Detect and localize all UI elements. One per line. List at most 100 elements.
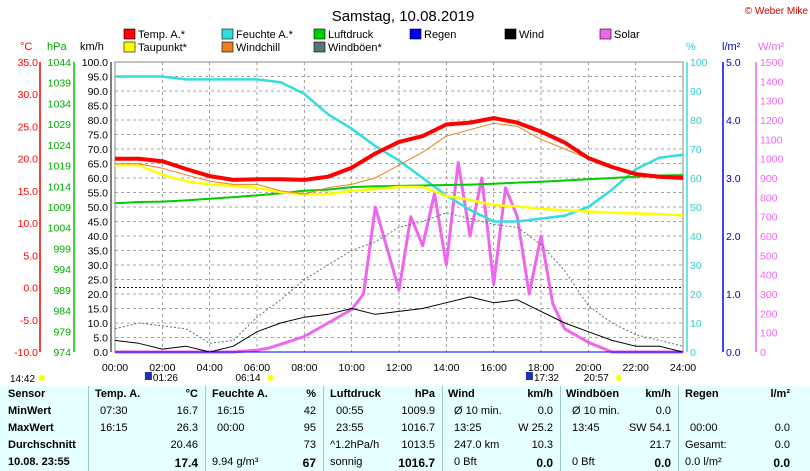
solar-tick-12: 300	[760, 289, 778, 301]
chart-legend: Temp. A.* Feuchte A.* Luftdruck Regen Wind So…	[123, 28, 640, 54]
max-regen-time: 00:00	[690, 422, 718, 434]
sunset-label: 20:57	[584, 373, 609, 384]
avg-regen-label: Gesamt:	[685, 439, 727, 451]
max-temp-time: 16:15	[100, 422, 128, 434]
solar-tick-1: 1400	[760, 76, 784, 88]
x-tick-8: 16:00	[481, 362, 507, 374]
cur-wind-bft: 0 Bft	[454, 456, 477, 468]
stats-min-row: MinWert 07:30 16.7 16:15 42 00:55 1009.9…	[0, 403, 810, 420]
kmh-tick-13: 35.0	[88, 246, 109, 258]
temp-tick-2: 25.0	[18, 121, 39, 133]
header-regen: Regen	[685, 388, 719, 400]
hpa-tick-2: 1034	[48, 98, 72, 110]
header-temp-unit: °C	[185, 388, 198, 400]
kmh-tick-7: 65.0	[88, 159, 109, 171]
avg-boeen-val: 21.7	[649, 439, 671, 451]
pct-tick-5: 50	[690, 202, 702, 214]
x-tick-2: 04:00	[197, 362, 223, 374]
x-tick-5: 10:00	[339, 362, 365, 374]
max-luft-time: 23:55	[336, 422, 364, 434]
legend-swatch-4	[504, 28, 517, 40]
min-feuchte-time: 16:15	[217, 405, 245, 417]
stats-current-row: 10.08. 23:55 17.4 9.94 g/m³ 67 sonnig 10…	[0, 454, 810, 471]
legend-swatch-3	[409, 28, 422, 40]
series-line-solar	[115, 161, 683, 354]
axis-labels: °C hPa km/h% l/m² W/m² 35.0 30.0 25.0 20.0 15.0 10…	[14, 41, 785, 359]
min-temp-val: 16.7	[176, 405, 198, 417]
header-regen-unit: l/m²	[770, 388, 790, 400]
temp-tick-7: 0.0	[23, 283, 38, 295]
min-label: MinWert	[8, 405, 52, 417]
solar-tick-3: 1200	[760, 115, 784, 127]
stats-max-row: MaxWert 16:15 26.3 00:00 95 23:55 1016.7…	[0, 420, 810, 437]
solar-tick-11: 400	[760, 270, 778, 282]
x-tick-10: 20:00	[575, 362, 601, 374]
chart-title: Samstag, 10.08.2019	[332, 8, 475, 25]
legend-label-1: Feuchte A.*	[236, 29, 294, 41]
max-feuchte-time: 00:00	[217, 422, 245, 434]
pct-tick-2: 80	[690, 115, 702, 127]
cur-label: 10.08. 23:55	[8, 456, 70, 468]
temp-tick-8: -5.0	[20, 315, 38, 327]
kmh-tick-2: 90.0	[88, 86, 109, 98]
temp-tick-0: 35.0	[18, 57, 39, 69]
cur-feuchte-dew: 9.94 g/m³	[212, 456, 259, 468]
kmh-tick-6: 70.0	[88, 144, 109, 156]
legend-label-3: Regen	[424, 29, 456, 41]
solar-tick-13: 200	[760, 308, 778, 320]
legend-label-7: Windchill	[236, 42, 280, 54]
header-feuchte-unit: %	[306, 388, 316, 400]
stats-header-row: Sensor Temp. A. °C Feuchte A. % Luftdruc…	[0, 386, 810, 403]
sun-icon-start	[39, 375, 45, 381]
series-line-feuchte-a	[115, 75, 684, 223]
hpa-unit-label: hPa	[47, 41, 67, 53]
min-feuchte-val: 42	[303, 405, 316, 417]
legend-label-5: Solar	[614, 29, 640, 41]
min-luft-time: 00:55	[336, 405, 364, 417]
temp-tick-5: 10.0	[18, 218, 39, 230]
cur-boeen-val: 0.0	[654, 456, 671, 470]
kmh-tick-19: 5.0	[93, 333, 108, 345]
min-luft-val: 1009.9	[401, 405, 435, 417]
pct-tick-6: 40	[690, 231, 702, 243]
header-wind-unit: km/h	[527, 388, 553, 400]
solar-tick-7: 800	[760, 192, 778, 204]
weather-chart: Samstag, 10.08.2019 © Weber Mike Temp. A…	[10, 6, 808, 385]
rain-tick-3: 2.0	[726, 231, 741, 243]
kmh-tick-3: 85.0	[88, 101, 109, 113]
cur-luft-val: 1016.7	[398, 456, 435, 470]
temp-tick-1: 30.0	[18, 89, 39, 101]
pct-unit-label: %	[686, 41, 696, 53]
hpa-tick-0: 1044	[48, 57, 72, 69]
sun-moon-markers: 14:42 01:26 17:32 06:14 20:57	[10, 372, 622, 385]
pct-tick-7: 30	[690, 260, 702, 272]
chart-grid	[114, 61, 684, 353]
pct-tick-3: 70	[690, 144, 702, 156]
legend-swatch-2	[313, 28, 326, 40]
x-tick-4: 08:00	[291, 362, 317, 374]
legend-label-0: Temp. A.*	[138, 29, 186, 41]
min-boeen-a: Ø 10 min.	[572, 405, 620, 417]
statistics-table: Sensor Temp. A. °C Feuchte A. % Luftdruc…	[0, 386, 810, 471]
legend-swatch-5	[599, 28, 612, 40]
temp-unit-label: °C	[20, 41, 32, 53]
sunrise-icon	[267, 375, 274, 381]
avg-label: Durchschnitt	[8, 439, 76, 451]
pct-tick-4: 60	[690, 173, 702, 185]
cur-feuchte-val: 67	[302, 456, 316, 470]
pct-tick-1: 90	[690, 86, 702, 98]
hpa-tick-8: 1004	[48, 223, 72, 235]
temp-tick-3: 20.0	[18, 154, 39, 166]
rain-unit-label: l/m²	[722, 41, 741, 53]
pct-tick-10: 0	[690, 347, 696, 359]
temp-tick-9: -10.0	[14, 347, 38, 359]
series-line-wind	[114, 296, 684, 353]
kmh-tick-4: 80.0	[88, 115, 109, 127]
avg-luft-note: ^1.2hPa/h	[330, 439, 380, 451]
max-luft-val: 1016.7	[401, 422, 435, 434]
solar-tick-15: 0	[760, 347, 766, 359]
hpa-tick-12: 984	[53, 306, 71, 318]
kmh-tick-20: 0.0	[93, 347, 108, 359]
legend-swatch-6	[123, 41, 136, 53]
max-wind-val: W 25.2	[518, 422, 553, 434]
